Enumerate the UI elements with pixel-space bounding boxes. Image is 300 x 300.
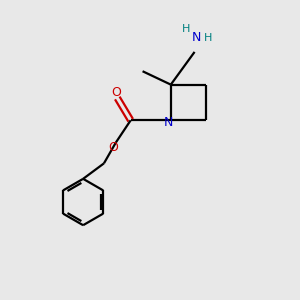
Text: N: N [164, 116, 173, 129]
Text: N: N [191, 31, 201, 44]
Text: H: H [182, 24, 190, 34]
Text: O: O [111, 86, 121, 99]
Text: O: O [109, 141, 118, 154]
Text: H: H [204, 33, 213, 43]
